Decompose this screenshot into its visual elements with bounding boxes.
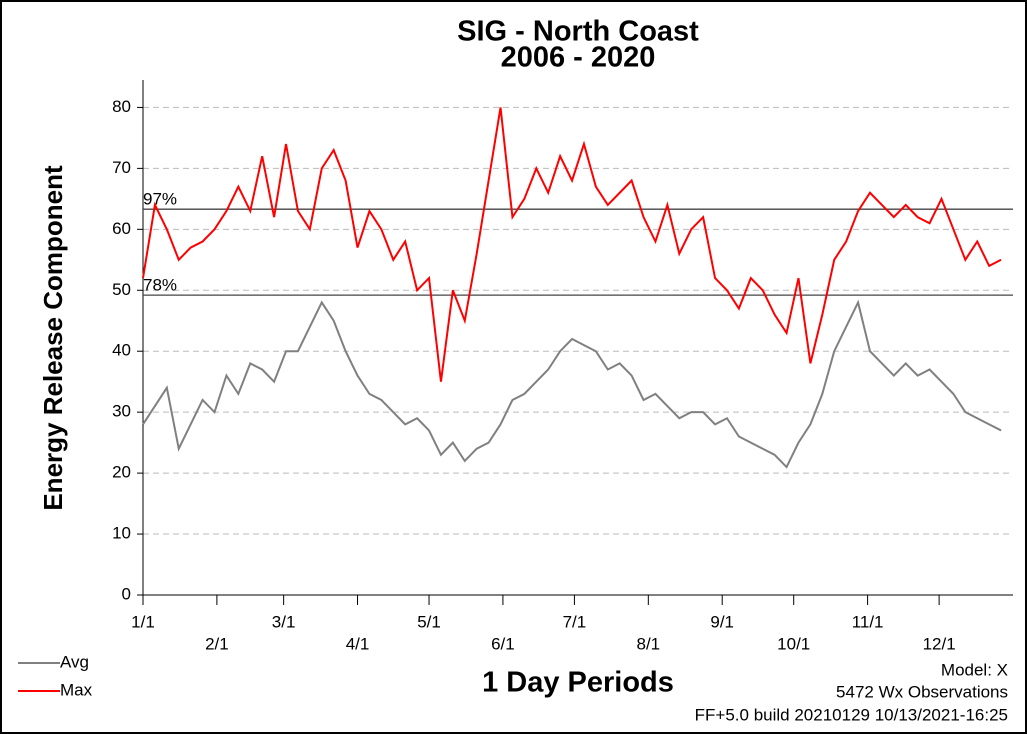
x-tick-label: 3/1 [272, 612, 296, 631]
x-tick-label: 7/1 [563, 612, 587, 631]
x-tick-label: 12/1 [923, 634, 956, 653]
data-line [142, 299, 1002, 469]
note: FF+5.0 build 20210129 10/13/2021-16:25 [695, 705, 1008, 724]
x-tick-label: 9/1 [710, 612, 734, 631]
y-tick-label: 20 [112, 463, 131, 482]
y-axis-label: Energy Release Component [38, 165, 68, 511]
y-tick-label: 60 [112, 219, 131, 238]
y-tick-label: 70 [112, 158, 131, 177]
y-tick-label: 40 [112, 341, 131, 360]
note: 5472 Wx Observations [836, 682, 1008, 701]
data-line [142, 107, 1002, 382]
x-tick-label: 1/1 [131, 612, 155, 631]
x-tick-label: 5/1 [417, 612, 441, 631]
legend-label: Max [60, 680, 93, 699]
x-tick-label: 8/1 [636, 634, 660, 653]
x-axis-label: 1 Day Periods [482, 667, 674, 699]
chart-subtitle: 2006 - 2020 [501, 42, 656, 74]
y-tick-label: 0 [122, 584, 131, 603]
legend-label: Avg [60, 652, 89, 671]
y-tick-label: 10 [112, 524, 131, 543]
note: Model: X [941, 660, 1008, 679]
chart-title: SIG - North Coast [457, 16, 699, 48]
x-tick-label: 11/1 [852, 612, 884, 631]
x-tick-label: 2/1 [205, 634, 229, 653]
y-tick-label: 50 [112, 280, 131, 299]
reference-label: 97% [143, 190, 177, 209]
x-tick-label: 4/1 [346, 634, 370, 653]
y-tick-label: 30 [112, 402, 131, 421]
y-tick-label: 80 [112, 97, 131, 116]
reference-label: 78% [143, 276, 177, 295]
x-tick-label: 10/1 [777, 634, 810, 653]
x-tick-label: 6/1 [491, 634, 515, 653]
